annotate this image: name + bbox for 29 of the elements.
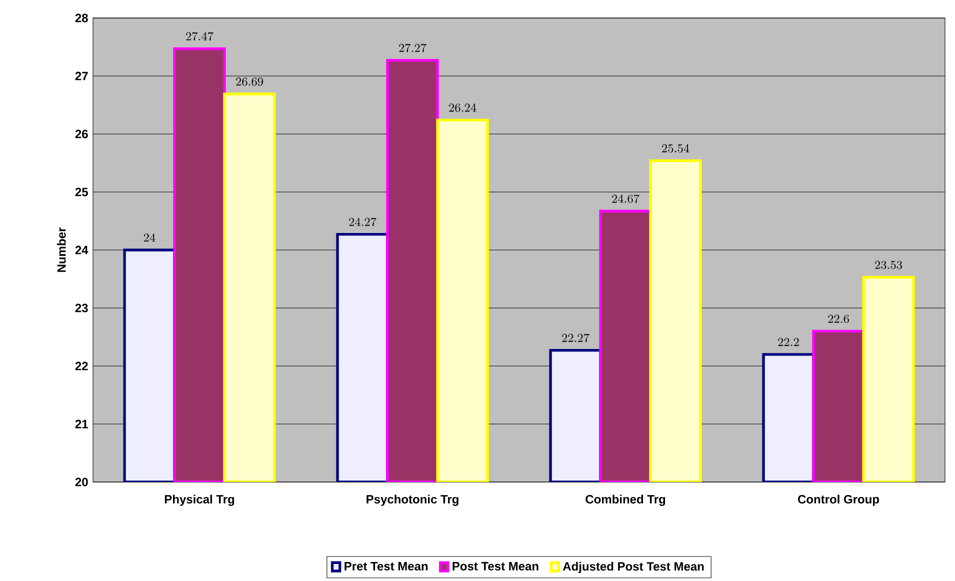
y-tick-label: 27 bbox=[75, 72, 88, 80]
y-tick-label: 24 bbox=[75, 246, 88, 254]
x-tick-label: Combined Trg bbox=[586, 494, 666, 506]
legend-label: Post Test Mean bbox=[452, 562, 538, 570]
data-label: 26.69 bbox=[236, 78, 264, 86]
y-axis-title: Number bbox=[56, 228, 66, 272]
data-label: 22.6 bbox=[828, 314, 849, 324]
y-tick-label: 23 bbox=[75, 304, 88, 312]
legend-label: Pret Test Mean bbox=[344, 562, 428, 570]
y-tick-label: 21 bbox=[75, 420, 88, 428]
legend-label: Adjusted Post Test Mean bbox=[562, 562, 704, 574]
data-label: 24.67 bbox=[612, 194, 640, 203]
data-label: 24.27 bbox=[349, 218, 376, 226]
data-label: 22.27 bbox=[562, 334, 590, 342]
y-tick-label: 22 bbox=[75, 362, 88, 370]
y-tick-label: 20 bbox=[75, 478, 88, 486]
y-tick-label: 26 bbox=[75, 130, 88, 138]
data-label: 22.2 bbox=[778, 338, 799, 346]
x-tick-label: Psychotonic Trg bbox=[366, 494, 458, 506]
x-tick-label: Physical Trg bbox=[164, 494, 234, 506]
y-tick-label: 25 bbox=[75, 188, 88, 196]
data-label: 26.24 bbox=[449, 103, 476, 112]
y-tick-label: 28 bbox=[75, 14, 88, 22]
data-label: 25.54 bbox=[662, 144, 690, 153]
data-label: 27.27 bbox=[399, 44, 426, 52]
data-label: 24 bbox=[144, 233, 156, 242]
data-label: 27.47 bbox=[186, 32, 214, 41]
x-tick-label: Control Group bbox=[798, 494, 880, 506]
data-label: 23.53 bbox=[875, 260, 902, 270]
